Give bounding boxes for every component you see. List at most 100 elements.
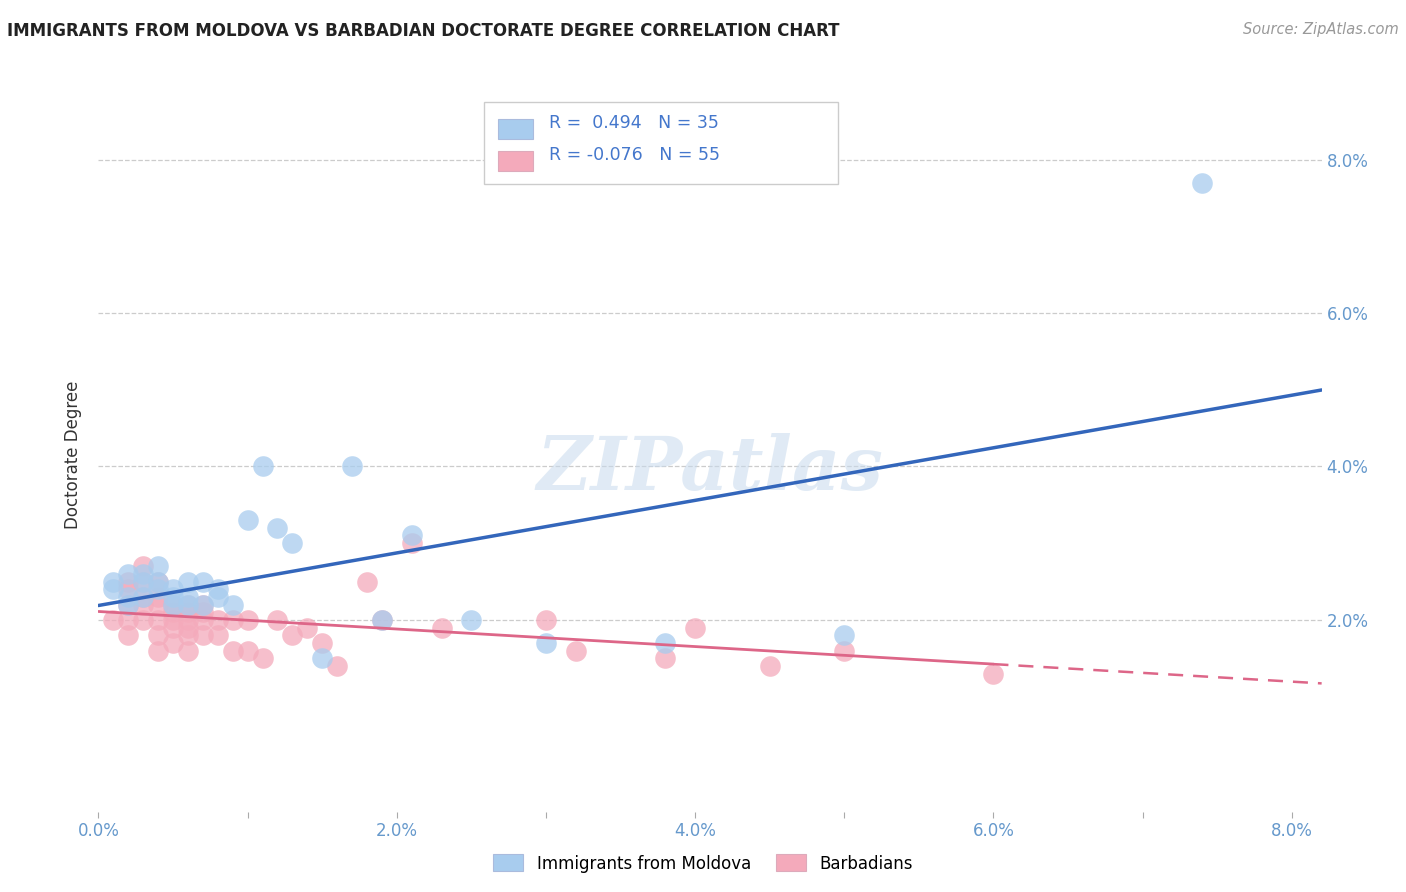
Point <box>191 628 214 642</box>
Point <box>565 643 588 657</box>
Point <box>177 574 200 589</box>
Text: R =  0.494   N = 35: R = 0.494 N = 35 <box>548 114 718 132</box>
Point <box>117 598 139 612</box>
Point <box>103 574 125 589</box>
Point <box>146 643 169 657</box>
Point <box>117 613 139 627</box>
Point <box>221 643 243 657</box>
Text: ZIPatlas: ZIPatlas <box>537 433 883 506</box>
Point <box>146 582 169 597</box>
Legend: Immigrants from Moldova, Barbadians: Immigrants from Moldova, Barbadians <box>486 847 920 880</box>
Point <box>177 598 200 612</box>
Point <box>191 613 214 627</box>
Point <box>207 582 229 597</box>
Point <box>758 659 780 673</box>
Point <box>103 613 125 627</box>
Point <box>117 590 139 604</box>
Point <box>683 621 706 635</box>
Point <box>146 613 169 627</box>
Point <box>191 598 214 612</box>
Point <box>177 613 200 627</box>
Point <box>326 659 349 673</box>
Point <box>430 621 453 635</box>
Point <box>177 628 200 642</box>
Point <box>117 574 139 589</box>
Point <box>132 574 155 589</box>
Point <box>297 621 319 635</box>
Point <box>832 643 855 657</box>
Point <box>146 598 169 612</box>
Point <box>162 598 184 612</box>
Point <box>266 613 288 627</box>
Point <box>162 590 184 604</box>
Point <box>654 636 676 650</box>
Point <box>236 513 259 527</box>
Point <box>177 643 200 657</box>
Point <box>460 613 482 627</box>
Point <box>146 574 169 589</box>
Point <box>207 613 229 627</box>
Point <box>162 605 184 619</box>
Point <box>146 559 169 574</box>
Text: R = -0.076   N = 55: R = -0.076 N = 55 <box>548 146 720 164</box>
Point <box>132 559 155 574</box>
Point <box>534 613 557 627</box>
Point <box>207 590 229 604</box>
Point <box>252 459 274 474</box>
Point <box>146 574 169 589</box>
Point <box>340 459 363 474</box>
Point <box>162 621 184 635</box>
Point <box>281 628 304 642</box>
Point <box>162 598 184 612</box>
Point <box>117 582 139 597</box>
Point <box>132 574 155 589</box>
Point <box>162 636 184 650</box>
Point <box>117 598 139 612</box>
Point <box>236 613 259 627</box>
Point <box>177 621 200 635</box>
Y-axis label: Doctorate Degree: Doctorate Degree <box>65 381 83 529</box>
Point <box>177 598 200 612</box>
Point <box>132 590 155 604</box>
Point <box>832 628 855 642</box>
Point <box>221 613 243 627</box>
Point <box>252 651 274 665</box>
Point <box>221 598 243 612</box>
Bar <box>498 119 533 139</box>
Point <box>281 536 304 550</box>
Point <box>146 628 169 642</box>
Point <box>132 566 155 581</box>
FancyBboxPatch shape <box>484 102 838 184</box>
Point <box>371 613 394 627</box>
Point <box>132 590 155 604</box>
Point <box>401 528 423 542</box>
Bar <box>498 151 533 171</box>
Point <box>162 582 184 597</box>
Point <box>371 613 394 627</box>
Point <box>191 574 214 589</box>
Point <box>117 566 139 581</box>
Point <box>311 636 333 650</box>
Point <box>191 598 214 612</box>
Point <box>146 590 169 604</box>
Point <box>177 605 200 619</box>
Point <box>132 598 155 612</box>
Point <box>266 521 288 535</box>
Text: IMMIGRANTS FROM MOLDOVA VS BARBADIAN DOCTORATE DEGREE CORRELATION CHART: IMMIGRANTS FROM MOLDOVA VS BARBADIAN DOC… <box>7 22 839 40</box>
Point <box>311 651 333 665</box>
Point <box>207 628 229 642</box>
Point <box>983 666 1005 681</box>
Point <box>654 651 676 665</box>
Text: Source: ZipAtlas.com: Source: ZipAtlas.com <box>1243 22 1399 37</box>
Point <box>132 613 155 627</box>
Point <box>1191 176 1213 190</box>
Point <box>534 636 557 650</box>
Point <box>103 582 125 597</box>
Point <box>177 590 200 604</box>
Point <box>356 574 378 589</box>
Point <box>401 536 423 550</box>
Point <box>162 613 184 627</box>
Point <box>117 628 139 642</box>
Point <box>236 643 259 657</box>
Point <box>191 605 214 619</box>
